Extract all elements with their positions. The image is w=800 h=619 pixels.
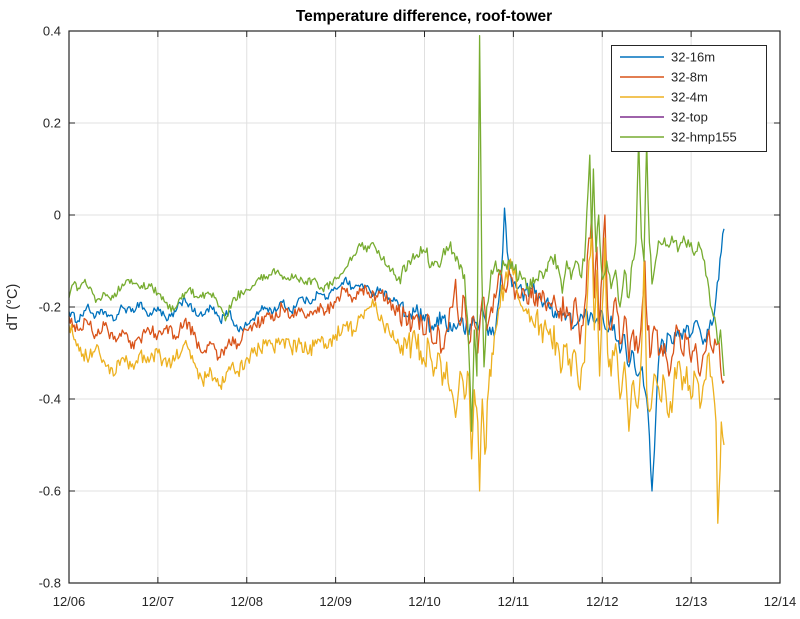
y-tick-label: 0 (54, 208, 61, 223)
tick-layer: 12/06 12/07 12/08 12/09 12/10 12/11 12/12 12/13… (39, 24, 797, 610)
x-tick-label: 12/13 (675, 594, 708, 609)
frame-layer (68, 30, 781, 584)
x-tick-label: 12/11 (498, 594, 530, 609)
y-tick-label: -0.2 (39, 300, 61, 315)
y-axis-label: dT (°C) (5, 284, 21, 331)
series-line-32-16m (68, 207, 725, 492)
legend-label-32-top: 32-top (671, 110, 708, 125)
y-tick-label: 0.4 (43, 24, 61, 39)
x-tick-label: 12/14 (764, 594, 797, 609)
legend: 32-16m 32-8m 32-4m 32-top 32-hmp155 (611, 45, 767, 152)
series-line-32-4m (68, 228, 725, 524)
y-tick-label: -0.6 (39, 484, 61, 499)
legend-label-32-8m: 32-8m (671, 70, 708, 85)
series-line-32-hmp155 (68, 34, 725, 432)
x-tick-label: 12/10 (408, 594, 441, 609)
legend-label-32-16m: 32-16m (671, 50, 715, 65)
series-line-32-8m (68, 214, 725, 384)
chart-title: Temperature difference, roof-tower (296, 8, 552, 25)
series-layer (68, 34, 725, 524)
legend-box (611, 45, 767, 152)
x-tick-label: 12/08 (230, 594, 263, 609)
x-tick-label: 12/09 (319, 594, 352, 609)
axes-box (68, 30, 781, 584)
legend-label-32-4m: 32-4m (671, 90, 708, 105)
y-tick-label: -0.8 (39, 576, 61, 591)
x-tick-label: 12/07 (142, 594, 175, 609)
y-tick-label: 0.2 (43, 116, 61, 131)
legend-label-32-hmp155: 32-hmp155 (671, 130, 737, 145)
y-tick-label: -0.4 (39, 392, 61, 407)
x-tick-label: 12/12 (586, 594, 619, 609)
x-tick-label: 12/06 (53, 594, 86, 609)
